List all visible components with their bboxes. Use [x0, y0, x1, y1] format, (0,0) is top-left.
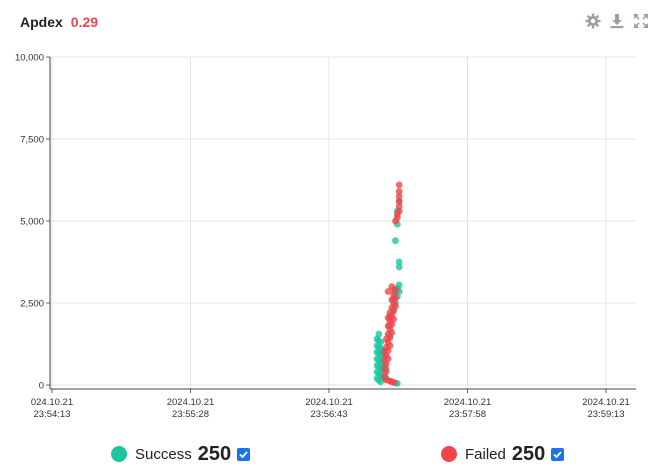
data-point: [384, 355, 392, 363]
chart-header: Apdex 0.29: [20, 14, 98, 34]
data-point: [395, 181, 403, 189]
data-point: [390, 378, 398, 386]
x-tick-label-date: 2024.10.21: [305, 397, 353, 408]
x-tick-label-date: 2024.10.21: [444, 397, 492, 408]
legend-dot-failed: [441, 446, 457, 462]
y-tick-label: 0: [39, 381, 44, 392]
chart-toolbar: [584, 12, 650, 30]
y-tick-label: 10,000: [15, 53, 44, 64]
legend-dot-success: [111, 446, 127, 462]
data-point: [395, 193, 403, 200]
data-point: [382, 368, 390, 376]
y-tick-label: 7,500: [20, 135, 44, 146]
x-tick-label-date: 024.10.21: [31, 397, 73, 408]
gear-icon[interactable]: [584, 12, 602, 30]
check-icon: [553, 450, 562, 458]
checkbox-failed[interactable]: [551, 447, 565, 461]
data-point: [388, 283, 396, 290]
x-tick-label-time: 23:55:28: [172, 409, 209, 420]
x-tick-label-date: 2024.10.21: [582, 397, 630, 408]
data-point: [392, 294, 399, 302]
data-point: [375, 330, 383, 338]
grid: [50, 56, 636, 389]
data-point: [395, 281, 403, 289]
apdex-score: 0.29: [70, 14, 99, 30]
data-point: [390, 316, 398, 323]
legend-label-failed: Failed: [465, 445, 506, 463]
y-tick-label: 5,000: [20, 217, 44, 228]
legend: Success 250 Failed 250: [0, 440, 658, 468]
data-point: [388, 329, 396, 336]
download-icon[interactable]: [608, 12, 626, 30]
data-point: [377, 338, 385, 346]
data-point: [386, 342, 394, 350]
data-point: [395, 197, 403, 205]
x-tick-label-time: 23:56:43: [311, 409, 348, 420]
checkbox-success[interactable]: [237, 447, 251, 461]
data-point: [395, 263, 403, 271]
x-tick-label-time: 23:59:13: [588, 409, 625, 420]
data-point: [392, 302, 399, 310]
legend-count-success: 250: [197, 442, 232, 465]
legend-item-success[interactable]: Success 250: [111, 440, 251, 468]
data-points: [373, 181, 403, 387]
data-point: [395, 207, 403, 215]
check-icon: [239, 450, 248, 458]
chart-title: Apdex: [20, 14, 63, 30]
data-point: [384, 288, 392, 295]
data-point: [395, 188, 403, 195]
x-tick-label-date: 2024.10.21: [167, 397, 215, 408]
legend-label-success: Success: [135, 445, 192, 463]
x-tick-label-time: 23:54:13: [34, 409, 71, 420]
expand-icon[interactable]: [632, 12, 650, 30]
data-point: [395, 258, 403, 266]
y-tick-label: 2,500: [20, 299, 44, 310]
x-tick-label-time: 23:57:58: [449, 409, 486, 420]
data-point: [392, 237, 399, 245]
legend-item-failed[interactable]: Failed 250: [441, 440, 565, 468]
data-point: [395, 202, 403, 210]
series-failed: [381, 181, 403, 386]
legend-count-failed: 250: [511, 442, 546, 465]
